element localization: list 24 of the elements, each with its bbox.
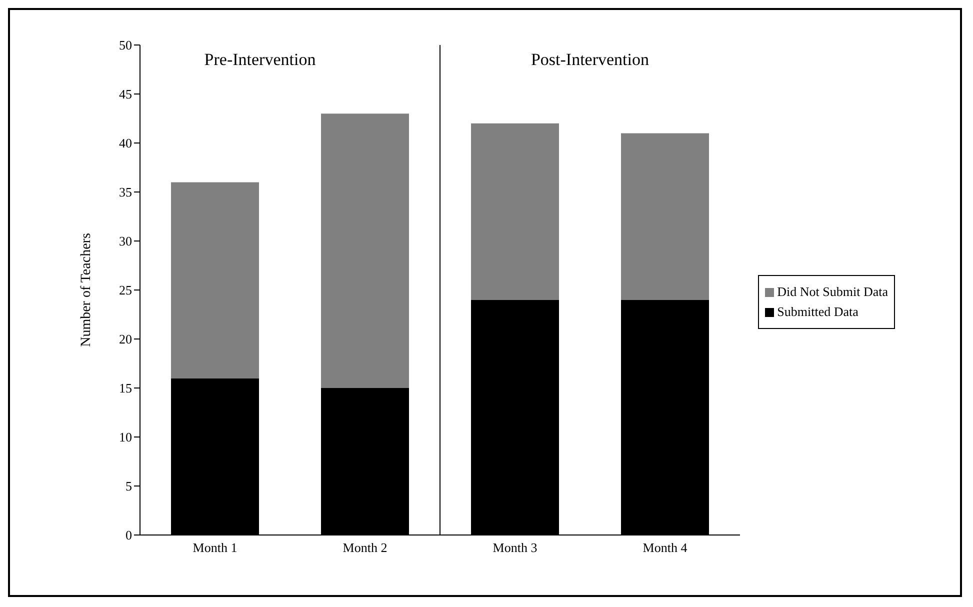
legend-label: Did Not Submit Data — [777, 284, 888, 300]
bar — [321, 114, 409, 388]
annotation: Post-Intervention — [530, 50, 650, 70]
y-tick-label: 25 — [119, 282, 132, 298]
bar — [171, 182, 259, 378]
x-tick-label: Month 4 — [642, 540, 688, 556]
y-tick-label: 35 — [119, 184, 132, 200]
y-tick-label: 30 — [119, 234, 132, 249]
legend-label: Submitted Data — [777, 304, 858, 320]
x-tick-label: Month 3 — [492, 540, 538, 556]
y-tick-label: 45 — [119, 86, 132, 102]
y-tick-label: 50 — [119, 38, 132, 53]
x-tick-label: Month 2 — [342, 540, 388, 556]
bar — [621, 133, 709, 300]
y-tick-label: 10 — [119, 430, 132, 445]
y-tick-label: 40 — [119, 136, 132, 151]
y-tick-label: 20 — [119, 332, 132, 347]
y-tick-label: 0 — [126, 528, 132, 543]
annotation: Pre-Intervention — [203, 50, 317, 70]
y-tick-label: 15 — [119, 380, 132, 396]
y-tick-label: 5 — [126, 478, 132, 494]
y-axis-title: Number of Teachers — [78, 233, 94, 347]
x-tick-label: Month 1 — [192, 540, 238, 556]
bar — [471, 123, 559, 300]
